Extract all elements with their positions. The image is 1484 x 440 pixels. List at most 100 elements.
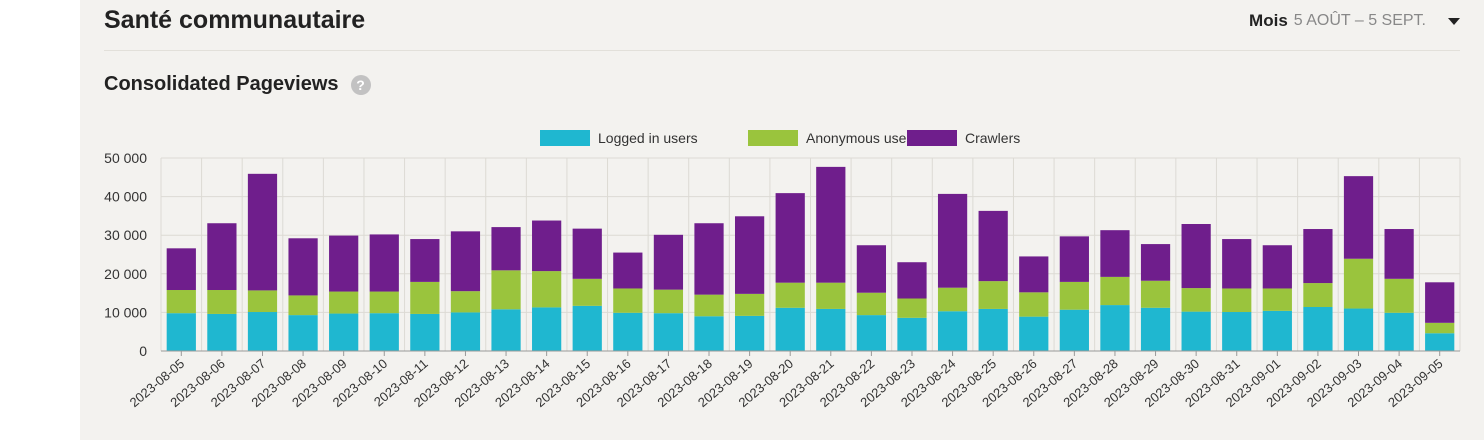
bar-anonymous-users (450, 291, 481, 313)
y-tick-label: 20 000 (104, 266, 147, 282)
bar-crawlers (1303, 229, 1333, 284)
bar-crawlers (207, 223, 237, 291)
bar-crawlers (532, 220, 562, 272)
legend-item[interactable]: Crawlers (907, 130, 1020, 146)
legend-item[interactable]: Anonymous users (748, 130, 918, 146)
bar-anonymous-users (369, 291, 399, 314)
bar-crawlers (978, 210, 1008, 282)
bar-crawlers (1019, 256, 1049, 293)
y-tick-label: 30 000 (104, 227, 147, 243)
bar-anonymous-users (288, 295, 318, 316)
bar-logged-in-users (166, 313, 196, 351)
bar-crawlers (1140, 244, 1171, 281)
bar-crawlers (897, 262, 927, 299)
legend-swatch (907, 130, 957, 146)
bar-logged-in-users (491, 309, 521, 351)
bar-logged-in-users (410, 313, 440, 351)
bar-anonymous-users (410, 281, 440, 314)
bar-logged-in-users (1343, 308, 1374, 351)
bar-anonymous-users (1019, 292, 1049, 317)
bar-anonymous-users (613, 288, 643, 313)
bar-logged-in-users (450, 312, 481, 351)
bar-crawlers (1425, 282, 1455, 323)
bar-anonymous-users (816, 282, 846, 309)
bar-anonymous-users (775, 282, 805, 308)
bar-crawlers (572, 228, 602, 279)
bar-crawlers (491, 227, 521, 271)
bar-crawlers (694, 223, 724, 295)
question-circle-icon[interactable]: ? (350, 74, 371, 95)
bar-anonymous-users (897, 298, 927, 318)
section-title: Consolidated Pageviews (104, 73, 339, 95)
bar-crawlers (450, 231, 481, 292)
bar-anonymous-users (937, 287, 968, 312)
bar-anonymous-users (694, 294, 724, 317)
header: Santé communautaire Mois 5 AOÛT – 5 SEPT… (104, 0, 1460, 51)
legend-label: Logged in users (598, 130, 698, 146)
bar-crawlers (1181, 224, 1211, 289)
legend-label: Anonymous users (806, 130, 918, 146)
bar-anonymous-users (1181, 288, 1211, 312)
bar-logged-in-users (897, 317, 927, 351)
bar-crawlers (247, 173, 278, 291)
bar-anonymous-users (1222, 288, 1252, 313)
bar-crawlers (1059, 236, 1089, 282)
bar-anonymous-users (978, 281, 1008, 309)
bar-logged-in-users (978, 308, 1008, 351)
bar-logged-in-users (247, 312, 278, 351)
y-tick-label: 0 (139, 343, 147, 359)
y-tick-label: 40 000 (104, 189, 147, 205)
bar-anonymous-users (1425, 322, 1455, 334)
date-range-selector[interactable]: Mois 5 AOÛT – 5 SEPT. (1249, 9, 1460, 33)
dashboard-panel: Santé communautaire Mois 5 AOÛT – 5 SEPT… (80, 0, 1484, 440)
bar-logged-in-users (329, 313, 359, 351)
bar-logged-in-users (816, 308, 846, 351)
caret-down-icon[interactable] (1448, 17, 1460, 25)
bar-crawlers (1262, 245, 1292, 289)
bar-logged-in-users (369, 313, 399, 351)
bar-logged-in-users (532, 307, 562, 351)
y-tick-label: 10 000 (104, 304, 147, 320)
bar-logged-in-users (572, 305, 602, 351)
bar-anonymous-users (1343, 258, 1374, 309)
bar-anonymous-users (1100, 276, 1130, 306)
bar-crawlers (369, 234, 399, 292)
legend-item[interactable]: Logged in users (540, 130, 698, 146)
legend-swatch (540, 130, 590, 146)
bar-anonymous-users (1262, 288, 1292, 311)
bar-crawlers (410, 239, 440, 282)
bar-logged-in-users (1181, 311, 1211, 351)
bar-anonymous-users (491, 270, 521, 310)
bar-anonymous-users (856, 292, 887, 316)
bar-logged-in-users (1100, 305, 1130, 351)
bar-anonymous-users (207, 290, 237, 314)
bar-logged-in-users (1384, 312, 1414, 351)
bar-anonymous-users (1303, 283, 1333, 307)
bar-logged-in-users (856, 315, 887, 351)
bar-logged-in-users (775, 307, 805, 351)
bar-logged-in-users (1303, 306, 1333, 351)
bar-anonymous-users (247, 290, 278, 313)
bar-crawlers (937, 193, 968, 288)
bar-anonymous-users (1384, 278, 1414, 313)
range-value: 5 AOÛT – 5 SEPT. (1293, 12, 1426, 29)
bar-logged-in-users (1425, 333, 1455, 351)
bar-crawlers (1222, 239, 1252, 289)
legend-swatch (748, 130, 798, 146)
page-title: Santé communautaire (104, 6, 366, 34)
bar-crawlers (1384, 229, 1414, 279)
bar-anonymous-users (166, 290, 196, 314)
bar-crawlers (1100, 230, 1130, 277)
bar-crawlers (329, 235, 359, 292)
bar-anonymous-users (1140, 280, 1171, 308)
bar-crawlers (613, 252, 643, 289)
bar-anonymous-users (1059, 281, 1089, 310)
bar-logged-in-users (734, 315, 765, 351)
bar-crawlers (734, 216, 765, 294)
bar-anonymous-users (329, 291, 359, 314)
bar-anonymous-users (532, 271, 562, 308)
bar-anonymous-users (734, 293, 765, 316)
bar-logged-in-users (1262, 310, 1292, 351)
bar-logged-in-users (937, 311, 968, 351)
section-title-row: Consolidated Pageviews ? (104, 73, 371, 96)
